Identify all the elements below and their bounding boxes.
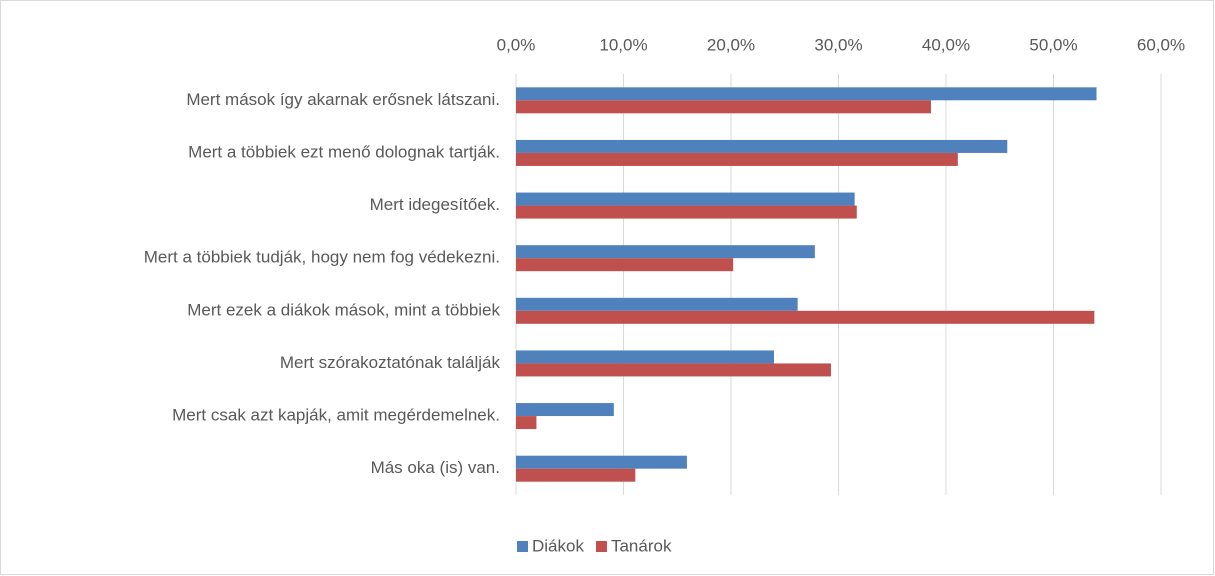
x-tick-label: 30,0% <box>814 35 862 54</box>
y-tick-label: Mert mások így akarnak erősnek látszani. <box>186 90 500 109</box>
bar <box>516 350 774 364</box>
x-tick-label: 40,0% <box>922 35 970 54</box>
bar <box>516 258 734 272</box>
y-tick-label: Mert a többiek ezt menő dolognak tartják… <box>188 142 500 161</box>
legend-label: Diákok <box>532 536 584 555</box>
y-tick-label: Mert a többiek tudják, hogy nem fog véde… <box>144 248 500 267</box>
x-tick-label: 50,0% <box>1029 35 1077 54</box>
x-tick-label: 20,0% <box>707 35 755 54</box>
bar <box>516 297 798 311</box>
y-tick-label: Más oka (is) van. <box>371 458 500 477</box>
bar <box>516 416 537 430</box>
legend-swatch <box>595 541 607 552</box>
bar <box>516 100 931 114</box>
x-tick-label: 0,0% <box>497 35 536 54</box>
bar <box>516 205 857 219</box>
bar <box>516 468 636 482</box>
bar <box>516 87 1097 101</box>
y-tick-label: Mert idegesítőek. <box>370 195 500 214</box>
x-tick-label: 10,0% <box>599 35 647 54</box>
legend-swatch <box>517 541 528 552</box>
y-tick-label: Mert szórakoztatónak találják <box>280 353 501 372</box>
bar <box>516 139 1008 153</box>
y-tick-label: Mert ezek a diákok mások, mint a többiek <box>187 300 500 319</box>
bar <box>516 245 815 259</box>
legend-label: Tanárok <box>611 536 672 555</box>
y-tick-label: Mert csak azt kapják, amit megérdemelnek… <box>172 406 500 425</box>
bar <box>516 455 687 469</box>
bar <box>516 192 855 206</box>
bar <box>516 363 831 377</box>
x-tick-label: 60,0% <box>1137 35 1185 54</box>
bar <box>516 152 958 166</box>
bar <box>516 403 614 417</box>
bar <box>516 310 1095 324</box>
